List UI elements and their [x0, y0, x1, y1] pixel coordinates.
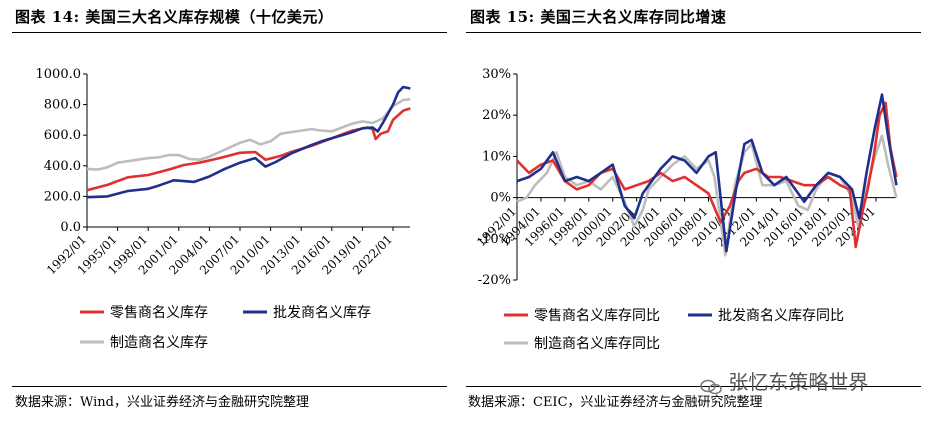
- legend-label-2: 制造商名义库存: [110, 335, 208, 351]
- left-source-rule: [12, 386, 447, 387]
- legend-label-1: 批发商名义库存同比: [718, 308, 844, 324]
- legend-label-2: 制造商名义库存同比: [534, 336, 660, 352]
- inventory-level-chart: 0.0200.0400.0600.0800.01000.01992/011995…: [36, 67, 411, 351]
- wechat-icon: [700, 376, 722, 394]
- y-tick-label: 0.0: [60, 220, 81, 235]
- y-tick-label: 0%: [490, 191, 511, 206]
- series-line-1: [86, 85, 411, 199]
- right-chart-title: 图表 15: 美国三大名义库存同比增速: [470, 8, 727, 26]
- y-tick-label: 600.0: [44, 128, 81, 143]
- y-tick-label: 400.0: [44, 159, 81, 174]
- watermark: 张忆东策略世界: [700, 366, 920, 396]
- y-tick-label: 10%: [482, 149, 511, 164]
- y-tick-label: -10%: [478, 232, 511, 247]
- y-tick-label: 30%: [482, 67, 511, 82]
- left-title-rule: [12, 32, 447, 33]
- series-line-2: [86, 97, 411, 171]
- right-title-rule: [466, 32, 921, 33]
- y-tick-label: 20%: [482, 108, 511, 123]
- inventory-growth-chart: -20%-10%0%10%20%30%1992/011994/011996/01…: [474, 67, 898, 352]
- series-line-2: [516, 134, 898, 257]
- legend-label-0: 零售商名义库存: [110, 305, 208, 321]
- watermark-text: 张忆东策略世界: [728, 370, 869, 394]
- series-line-0: [86, 107, 411, 192]
- y-tick-label: -20%: [478, 273, 511, 288]
- right-source-rule: [466, 386, 921, 387]
- left-source-note: 数据来源：Wind，兴业证券经济与金融研究院整理: [15, 395, 309, 410]
- right-source-note: 数据来源：CEIC，兴业证券经济与金融研究院整理: [468, 395, 763, 410]
- y-tick-label: 1000.0: [36, 67, 82, 82]
- left-chart-title: 图表 14: 美国三大名义库存规模（十亿美元）: [15, 8, 334, 26]
- y-tick-label: 200.0: [44, 189, 81, 204]
- legend-label-1: 批发商名义库存: [273, 305, 371, 321]
- series-line-1: [516, 93, 898, 253]
- y-tick-label: 800.0: [44, 98, 81, 113]
- legend-label-0: 零售商名义库存同比: [534, 308, 660, 324]
